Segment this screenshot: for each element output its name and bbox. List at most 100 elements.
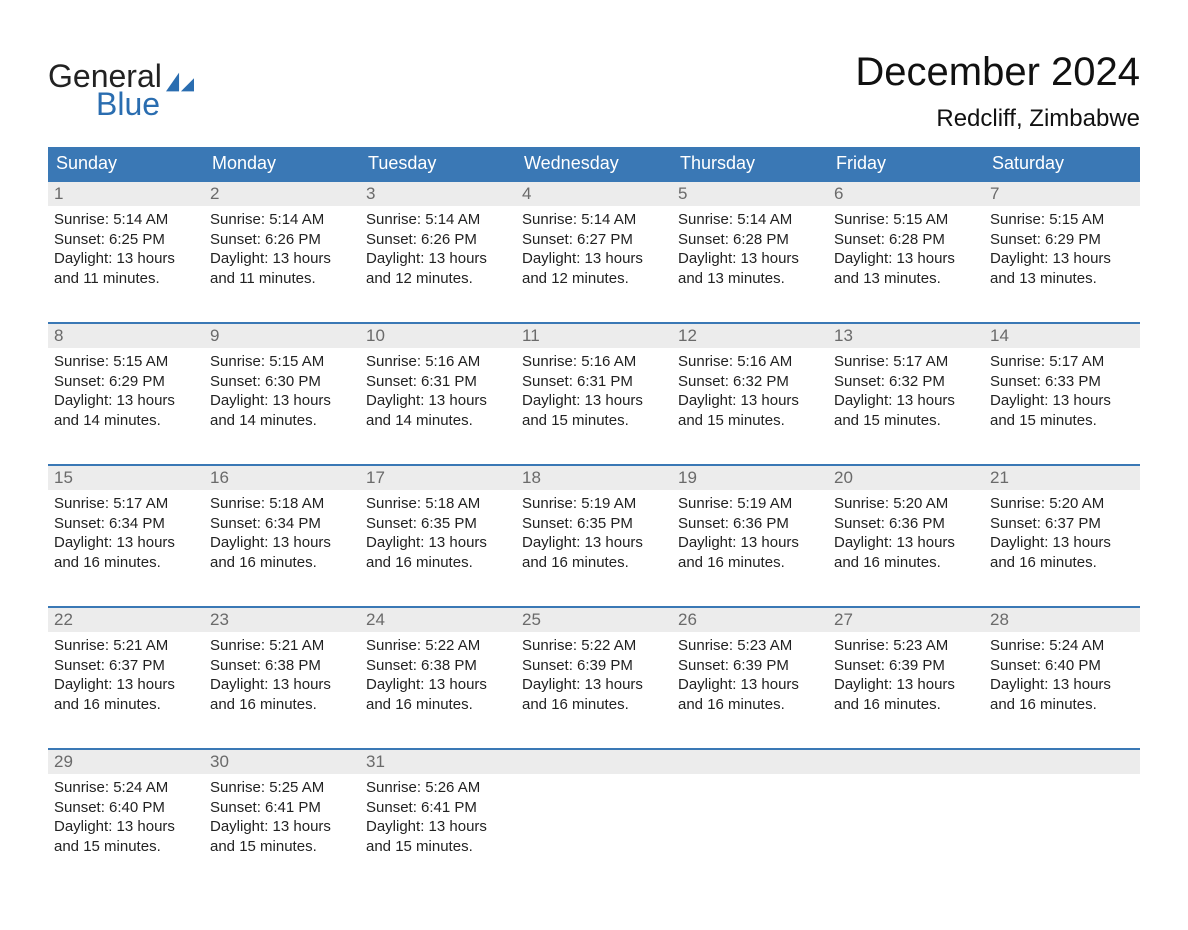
sunrise-line: Sunrise: 5:15 AM [990, 210, 1134, 230]
daylight-line: Daylight: 13 hours and 13 minutes. [834, 249, 978, 288]
location-label: Redcliff, Zimbabwe [855, 105, 1140, 133]
daylight-line: Daylight: 13 hours and 16 minutes. [366, 533, 510, 572]
sunset-line: Sunset: 6:41 PM [210, 798, 354, 818]
day-cell [828, 774, 984, 872]
day-cell: Sunrise: 5:17 AMSunset: 6:33 PMDaylight:… [984, 348, 1140, 446]
day-number [984, 750, 1140, 774]
day-number: 23 [204, 608, 360, 632]
day-cell: Sunrise: 5:20 AMSunset: 6:36 PMDaylight:… [828, 490, 984, 588]
daylight-line: Daylight: 13 hours and 14 minutes. [210, 391, 354, 430]
title-block: December 2024 Redcliff, Zimbabwe [855, 50, 1140, 133]
sunrise-line: Sunrise: 5:14 AM [522, 210, 666, 230]
day-number: 17 [360, 466, 516, 490]
sunset-line: Sunset: 6:29 PM [54, 372, 198, 392]
sunset-line: Sunset: 6:28 PM [834, 230, 978, 250]
daylight-line: Daylight: 13 hours and 13 minutes. [990, 249, 1134, 288]
daynum-row: 15161718192021 [48, 466, 1140, 490]
sunrise-line: Sunrise: 5:15 AM [210, 352, 354, 372]
daylight-line: Daylight: 13 hours and 16 minutes. [210, 675, 354, 714]
sunrise-line: Sunrise: 5:17 AM [54, 494, 198, 514]
daylight-line: Daylight: 13 hours and 15 minutes. [678, 391, 822, 430]
week-row: 891011121314Sunrise: 5:15 AMSunset: 6:29… [48, 322, 1140, 446]
sunrise-line: Sunrise: 5:21 AM [54, 636, 198, 656]
day-cell: Sunrise: 5:23 AMSunset: 6:39 PMDaylight:… [828, 632, 984, 730]
day-cell: Sunrise: 5:14 AMSunset: 6:28 PMDaylight:… [672, 206, 828, 304]
day-number: 10 [360, 324, 516, 348]
day-number: 26 [672, 608, 828, 632]
day-cell: Sunrise: 5:19 AMSunset: 6:36 PMDaylight:… [672, 490, 828, 588]
day-number: 24 [360, 608, 516, 632]
day-cell: Sunrise: 5:26 AMSunset: 6:41 PMDaylight:… [360, 774, 516, 872]
day-cell: Sunrise: 5:22 AMSunset: 6:38 PMDaylight:… [360, 632, 516, 730]
day-number: 21 [984, 466, 1140, 490]
day-number: 2 [204, 182, 360, 206]
daylight-line: Daylight: 13 hours and 16 minutes. [990, 533, 1134, 572]
day-number: 12 [672, 324, 828, 348]
sunset-line: Sunset: 6:38 PM [366, 656, 510, 676]
day-cell: Sunrise: 5:14 AMSunset: 6:27 PMDaylight:… [516, 206, 672, 304]
sunrise-line: Sunrise: 5:21 AM [210, 636, 354, 656]
dow-cell: Saturday [984, 147, 1140, 180]
day-cell: Sunrise: 5:18 AMSunset: 6:34 PMDaylight:… [204, 490, 360, 588]
sunrise-line: Sunrise: 5:24 AM [990, 636, 1134, 656]
day-number: 6 [828, 182, 984, 206]
daylight-line: Daylight: 13 hours and 15 minutes. [210, 817, 354, 856]
day-cell: Sunrise: 5:23 AMSunset: 6:39 PMDaylight:… [672, 632, 828, 730]
day-cell: Sunrise: 5:20 AMSunset: 6:37 PMDaylight:… [984, 490, 1140, 588]
sunrise-line: Sunrise: 5:19 AM [522, 494, 666, 514]
dow-cell: Wednesday [516, 147, 672, 180]
daylight-line: Daylight: 13 hours and 13 minutes. [678, 249, 822, 288]
day-cell: Sunrise: 5:17 AMSunset: 6:32 PMDaylight:… [828, 348, 984, 446]
sunset-line: Sunset: 6:41 PM [366, 798, 510, 818]
sunset-line: Sunset: 6:37 PM [54, 656, 198, 676]
daylight-line: Daylight: 13 hours and 14 minutes. [54, 391, 198, 430]
sunset-line: Sunset: 6:37 PM [990, 514, 1134, 534]
day-number: 4 [516, 182, 672, 206]
day-number: 16 [204, 466, 360, 490]
week-row: 15161718192021Sunrise: 5:17 AMSunset: 6:… [48, 464, 1140, 588]
sunrise-line: Sunrise: 5:18 AM [210, 494, 354, 514]
daynum-row: 891011121314 [48, 324, 1140, 348]
daylight-line: Daylight: 13 hours and 14 minutes. [366, 391, 510, 430]
dow-cell: Thursday [672, 147, 828, 180]
sunrise-line: Sunrise: 5:19 AM [678, 494, 822, 514]
daylight-line: Daylight: 13 hours and 16 minutes. [210, 533, 354, 572]
sunset-line: Sunset: 6:36 PM [834, 514, 978, 534]
daylight-line: Daylight: 13 hours and 11 minutes. [54, 249, 198, 288]
sunrise-line: Sunrise: 5:26 AM [366, 778, 510, 798]
daycontent-row: Sunrise: 5:15 AMSunset: 6:29 PMDaylight:… [48, 348, 1140, 446]
daylight-line: Daylight: 13 hours and 15 minutes. [990, 391, 1134, 430]
sunrise-line: Sunrise: 5:20 AM [990, 494, 1134, 514]
day-number [828, 750, 984, 774]
daylight-line: Daylight: 13 hours and 16 minutes. [522, 675, 666, 714]
calendar-page: General Blue December 2024 Redcliff, Zim… [0, 0, 1188, 930]
sunset-line: Sunset: 6:31 PM [366, 372, 510, 392]
day-cell: Sunrise: 5:16 AMSunset: 6:31 PMDaylight:… [516, 348, 672, 446]
daylight-line: Daylight: 13 hours and 15 minutes. [54, 817, 198, 856]
day-cell: Sunrise: 5:22 AMSunset: 6:39 PMDaylight:… [516, 632, 672, 730]
day-cell: Sunrise: 5:18 AMSunset: 6:35 PMDaylight:… [360, 490, 516, 588]
day-cell: Sunrise: 5:15 AMSunset: 6:28 PMDaylight:… [828, 206, 984, 304]
sunrise-line: Sunrise: 5:20 AM [834, 494, 978, 514]
daynum-row: 293031 [48, 750, 1140, 774]
sunrise-line: Sunrise: 5:23 AM [678, 636, 822, 656]
sunrise-line: Sunrise: 5:16 AM [522, 352, 666, 372]
daylight-line: Daylight: 13 hours and 16 minutes. [54, 675, 198, 714]
sunset-line: Sunset: 6:31 PM [522, 372, 666, 392]
dow-cell: Friday [828, 147, 984, 180]
day-cell: Sunrise: 5:14 AMSunset: 6:26 PMDaylight:… [360, 206, 516, 304]
sunset-line: Sunset: 6:33 PM [990, 372, 1134, 392]
daylight-line: Daylight: 13 hours and 15 minutes. [834, 391, 978, 430]
day-number: 22 [48, 608, 204, 632]
day-cell: Sunrise: 5:15 AMSunset: 6:29 PMDaylight:… [48, 348, 204, 446]
sunset-line: Sunset: 6:40 PM [54, 798, 198, 818]
daycontent-row: Sunrise: 5:17 AMSunset: 6:34 PMDaylight:… [48, 490, 1140, 588]
sunset-line: Sunset: 6:28 PM [678, 230, 822, 250]
dow-cell: Monday [204, 147, 360, 180]
day-cell: Sunrise: 5:24 AMSunset: 6:40 PMDaylight:… [48, 774, 204, 872]
sunset-line: Sunset: 6:26 PM [366, 230, 510, 250]
sunrise-line: Sunrise: 5:22 AM [366, 636, 510, 656]
day-number: 5 [672, 182, 828, 206]
calendar: SundayMondayTuesdayWednesdayThursdayFrid… [48, 147, 1140, 872]
daylight-line: Daylight: 13 hours and 16 minutes. [678, 675, 822, 714]
